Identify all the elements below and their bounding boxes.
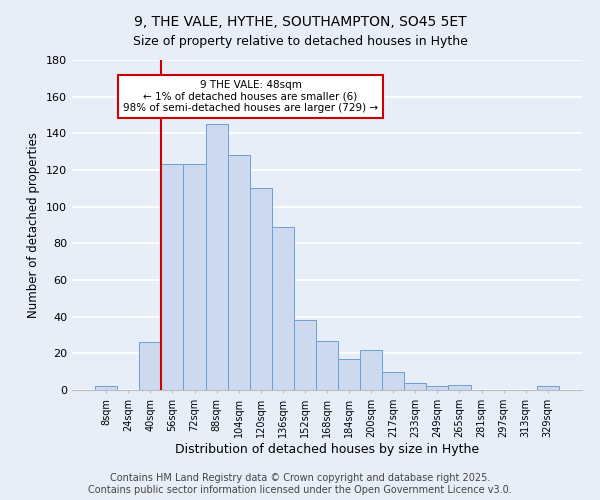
Bar: [139, 342, 161, 390]
X-axis label: Distribution of detached houses by size in Hythe: Distribution of detached houses by size …: [175, 442, 479, 456]
Bar: [448, 384, 470, 390]
Bar: [184, 164, 206, 390]
Bar: [537, 386, 559, 390]
Bar: [272, 227, 294, 390]
Bar: [316, 340, 338, 390]
Bar: [95, 386, 117, 390]
Bar: [206, 124, 227, 390]
Bar: [294, 320, 316, 390]
Text: Contains HM Land Registry data © Crown copyright and database right 2025.
Contai: Contains HM Land Registry data © Crown c…: [88, 474, 512, 495]
Bar: [161, 164, 184, 390]
Bar: [227, 156, 250, 390]
Bar: [360, 350, 382, 390]
Bar: [404, 382, 427, 390]
Bar: [382, 372, 404, 390]
Text: Size of property relative to detached houses in Hythe: Size of property relative to detached ho…: [133, 35, 467, 48]
Y-axis label: Number of detached properties: Number of detached properties: [28, 132, 40, 318]
Bar: [427, 386, 448, 390]
Bar: [250, 188, 272, 390]
Text: 9 THE VALE: 48sqm
← 1% of detached houses are smaller (6)
98% of semi-detached h: 9 THE VALE: 48sqm ← 1% of detached house…: [123, 80, 378, 113]
Text: 9, THE VALE, HYTHE, SOUTHAMPTON, SO45 5ET: 9, THE VALE, HYTHE, SOUTHAMPTON, SO45 5E…: [134, 15, 466, 29]
Bar: [338, 359, 360, 390]
